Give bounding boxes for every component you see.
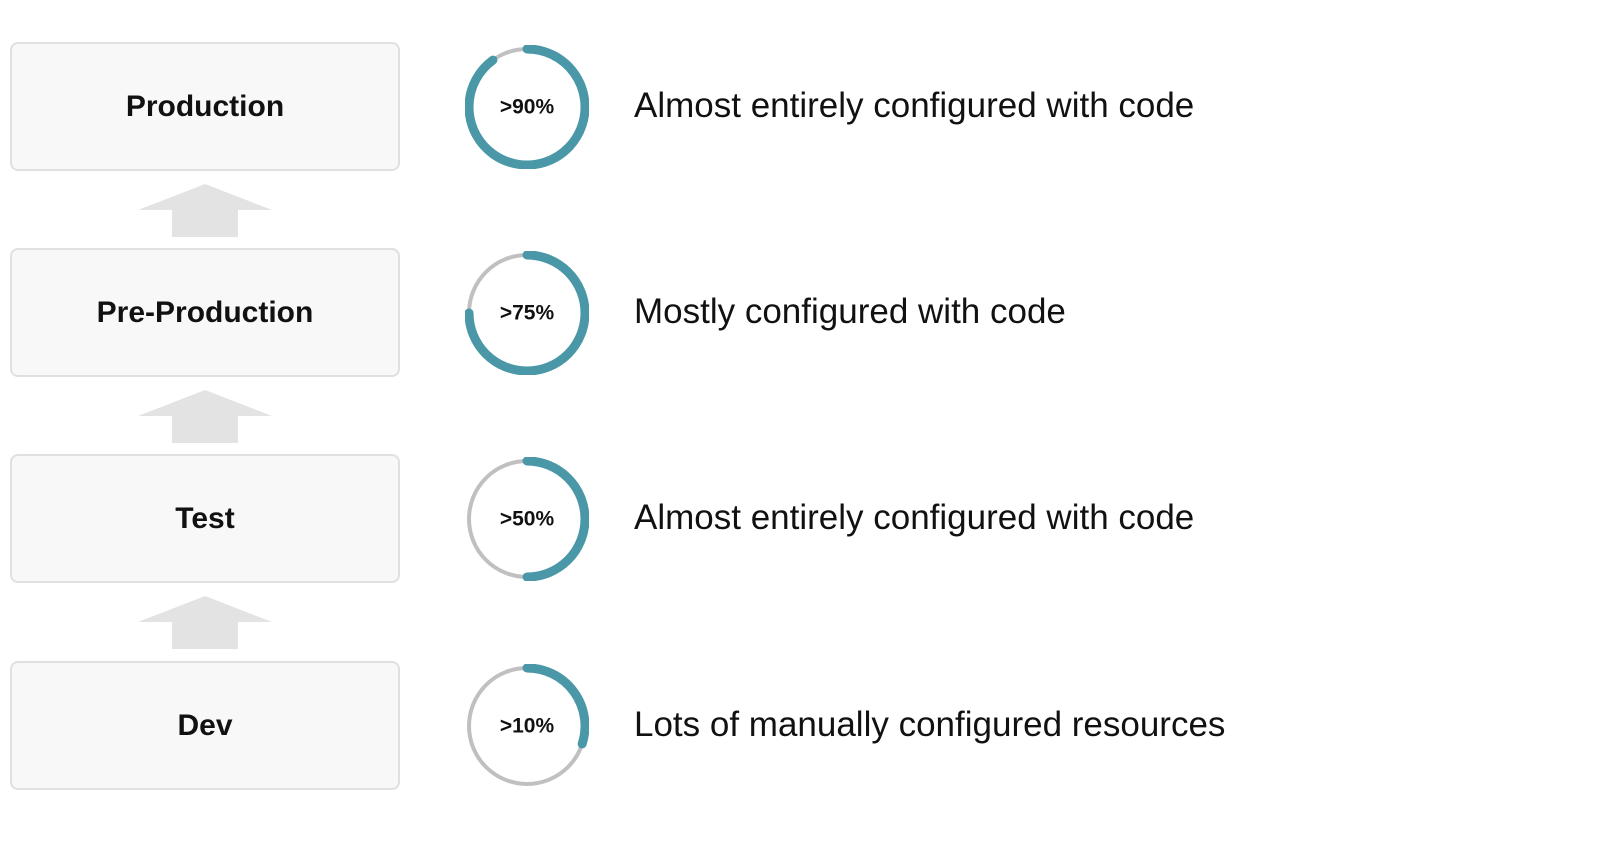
stage-box-dev: Dev (10, 661, 400, 790)
percent-label: >50% (500, 508, 555, 531)
arrow-up-icon (138, 596, 272, 649)
ring-arc (465, 45, 589, 169)
ring-arc (522, 664, 589, 749)
stage-description: Almost entirely configured with code (634, 86, 1195, 125)
arrow-up-icon (138, 184, 272, 237)
arrow-up-icon (138, 390, 272, 443)
stage-label: Pre-Production (96, 295, 314, 329)
stage-description: Almost entirely configured with code (634, 498, 1195, 537)
percent-label: >90% (500, 96, 555, 119)
stage-description: Mostly configured with code (634, 292, 1066, 331)
ring-arc (522, 457, 589, 581)
progress-ring-test: >50% (467, 457, 589, 581)
stage-label: Dev (177, 708, 233, 742)
stage-description: Lots of manually configured resources (634, 705, 1226, 744)
percent-label: >75% (500, 302, 555, 325)
stage-box-production: Production (10, 42, 400, 171)
stage-label: Production (125, 89, 285, 123)
ring-arc (465, 251, 589, 375)
percent-label: >10% (500, 715, 555, 738)
stage-label: Test (175, 501, 235, 535)
progress-ring-pre-production: >75% (465, 251, 589, 375)
progress-ring-production: >90% (465, 45, 589, 169)
stage-box-test: Test (10, 454, 400, 583)
stage-box-pre-production: Pre-Production (10, 248, 400, 377)
progress-ring-dev: >10% (467, 664, 589, 786)
